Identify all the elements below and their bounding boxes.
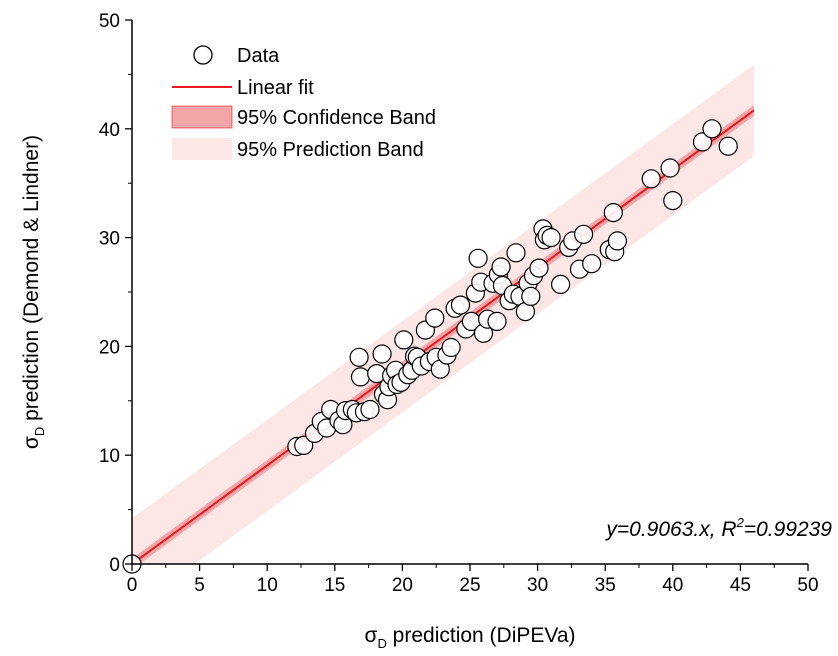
y-tick-label: 20 [99, 337, 120, 358]
data-point [491, 257, 511, 277]
confidence-band [132, 104, 754, 564]
x-tick-label: 25 [459, 575, 480, 596]
data-point [441, 337, 461, 358]
y-tick-label: 50 [99, 11, 120, 32]
data-point [660, 158, 680, 178]
data-point [573, 224, 594, 244]
x-tick-label: 35 [595, 575, 616, 596]
data-point [506, 243, 526, 263]
x-tick-label: 10 [257, 575, 278, 596]
x-tick-label: 5 [194, 575, 205, 596]
x-tick-label: 20 [392, 575, 413, 596]
data-point [350, 367, 371, 387]
y-tick-label: 30 [99, 229, 120, 250]
data-point [360, 399, 380, 420]
data-point [372, 344, 392, 364]
x-ticks: 0 5 10 15 20 25 30 35 40 45 50 [127, 564, 819, 596]
data-point [521, 286, 541, 306]
data-point [603, 203, 623, 223]
data-point [541, 228, 561, 248]
data-point [450, 295, 471, 315]
x-tick-label: 50 [797, 575, 818, 596]
y-axis-label: σD prediction (Demond & Lindner) [20, 135, 47, 449]
legend-marker-prediction-band [172, 138, 232, 160]
y-tick-label: 10 [99, 446, 120, 467]
data-point [487, 311, 507, 331]
x-axis-label: σD prediction (DiPEVa) [364, 624, 575, 651]
legend-label-fit: Linear fit [237, 77, 314, 99]
x-tick-label: 30 [527, 575, 548, 596]
x-tick-label: 15 [324, 575, 345, 596]
data-point [641, 169, 661, 189]
data-point [718, 136, 738, 156]
x-tick-label: 45 [730, 575, 751, 596]
data-point [582, 254, 602, 274]
data-point [529, 258, 549, 278]
legend-label-prediction-band: 95% Prediction Band [237, 139, 424, 161]
y-ticks: 0 10 20 30 40 50 [99, 11, 132, 576]
x-tick-label: 40 [662, 575, 683, 596]
legend-label-confidence-band: 95% Confidence Band [237, 107, 436, 129]
legend-marker-data [193, 45, 213, 65]
legend-marker-confidence-band [171, 105, 233, 129]
data-point [468, 248, 488, 268]
data-point [663, 191, 683, 211]
data-point [394, 330, 414, 350]
legend-label-data: Data [237, 45, 280, 67]
x-tick-label: 0 [127, 575, 138, 596]
data-point [425, 308, 445, 328]
fit-equation: y=0.9063.x, R2=0.99239 [604, 515, 832, 541]
data-point [550, 274, 571, 294]
y-tick-label: 0 [109, 555, 120, 576]
data-points [122, 119, 738, 574]
y-tick-label: 40 [99, 120, 120, 141]
data-point [692, 132, 713, 152]
data-point [607, 231, 628, 251]
data-point [349, 347, 369, 367]
legend: Data Linear fit 95% Confidence Band 95% … [171, 45, 436, 161]
data-point [702, 119, 722, 139]
data-point [294, 435, 314, 455]
